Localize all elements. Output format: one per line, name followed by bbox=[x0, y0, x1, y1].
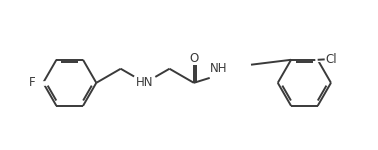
Text: NH: NH bbox=[209, 62, 227, 75]
Text: O: O bbox=[189, 52, 198, 65]
Text: Cl: Cl bbox=[325, 52, 337, 66]
Text: HN: HN bbox=[136, 76, 153, 89]
Text: F: F bbox=[29, 76, 36, 89]
